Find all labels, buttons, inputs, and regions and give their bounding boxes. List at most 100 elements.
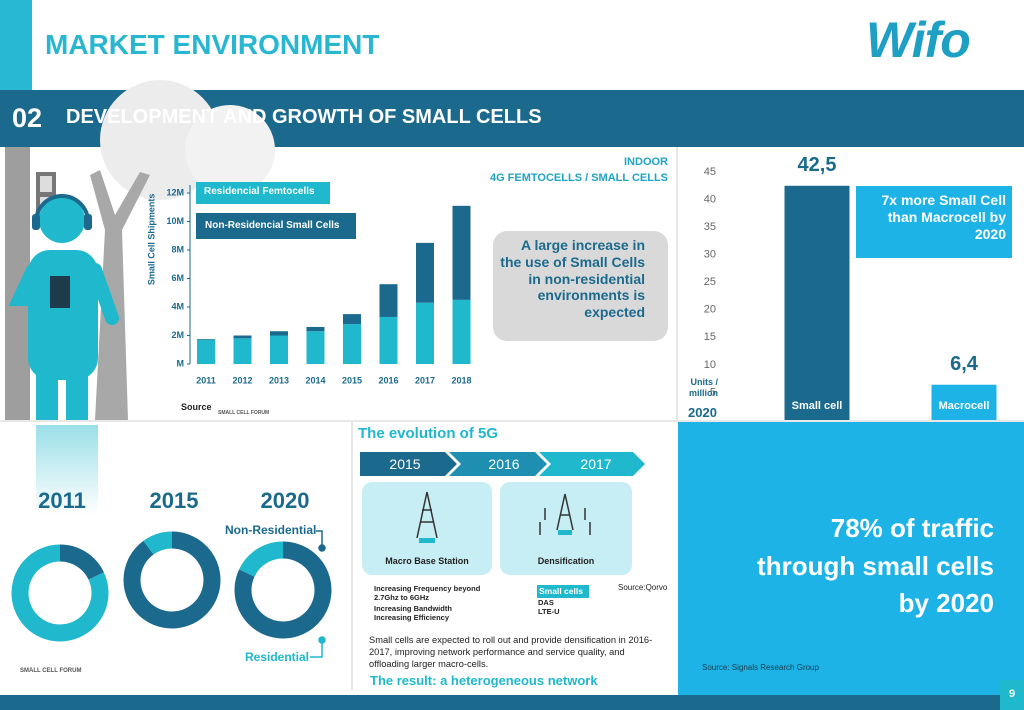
y-axis-label: Small Cell Shipments xyxy=(146,193,157,286)
chart-subtitle: 4G FEMTOCELLS / SMALL CELLS xyxy=(489,172,668,184)
stage-box xyxy=(500,482,632,575)
bar-segment xyxy=(233,338,252,364)
legend-connectors xyxy=(310,530,326,658)
year-label: 2011 xyxy=(38,488,86,513)
page-number-box xyxy=(1000,680,1024,710)
feature-highlight xyxy=(537,585,589,598)
bar-segment xyxy=(306,326,325,332)
bar-segment xyxy=(343,324,361,364)
bar-segment xyxy=(233,335,252,339)
legend-label: Non-Residencial Small Cells xyxy=(205,220,340,231)
section-number: 02 xyxy=(12,103,43,133)
annotation-box xyxy=(856,186,1012,258)
x-axis-label: 2020 xyxy=(688,405,717,420)
y-tick-label: 10 xyxy=(704,359,716,371)
bar xyxy=(931,384,997,420)
x-tick-label: 2015 xyxy=(342,375,362,385)
bar-segment xyxy=(306,331,325,364)
callout-text: A large increase in the use of Small Cel… xyxy=(500,237,645,321)
source: Source: Signals Research Group xyxy=(702,663,819,672)
timeline-label: 2015 xyxy=(389,456,421,472)
y-tick-label: M xyxy=(177,358,185,368)
header-accent xyxy=(0,0,32,90)
y-tick-label: 45 xyxy=(704,166,716,178)
value-label: 6,4 xyxy=(950,353,979,375)
y-tick-label: 10M xyxy=(166,216,184,226)
bar-segment xyxy=(416,242,434,303)
source: SMALL CELL FORUM xyxy=(20,668,82,674)
section-title: DEVELOPMENT AND GROWTH OF SMALL CELLS xyxy=(66,106,542,128)
callout-box xyxy=(493,231,668,341)
bar xyxy=(784,185,850,420)
logo: Wifo xyxy=(866,12,971,68)
bar-segment xyxy=(452,205,471,300)
timeline-label: 2016 xyxy=(488,456,520,472)
source-label: Source xyxy=(181,402,212,412)
evolution-title: The evolution of 5G xyxy=(358,425,499,442)
description: Small cells are expected to roll out and… xyxy=(369,635,653,670)
densification-icon xyxy=(539,493,591,535)
legend-label: Residential xyxy=(245,650,310,664)
x-tick-label: 2016 xyxy=(378,375,398,385)
annotation-text: 7x more Small Cell than Macrocell by 202… xyxy=(881,192,1006,242)
highlight-text: 78% of traffic through small cells by 20… xyxy=(757,513,994,619)
tower-icon xyxy=(416,491,438,543)
legend-label: Residencial Femtocells xyxy=(204,186,315,197)
year-label: 2020 xyxy=(261,488,310,513)
bar-segment xyxy=(197,339,215,340)
feature: Small cells xyxy=(539,586,583,596)
feature: Increasing Bandwidth xyxy=(374,604,452,613)
stage-label: Macro Base Station xyxy=(385,556,469,566)
highlight-panel xyxy=(678,422,1024,695)
y-axis-label: Units / million xyxy=(689,377,718,398)
x-tick-label: 2011 xyxy=(196,375,216,385)
y-tick-label: 8M xyxy=(171,244,184,254)
x-tick-label: 2017 xyxy=(415,375,435,385)
donut-segment xyxy=(59,544,104,581)
x-tick-label: 2013 xyxy=(269,375,289,385)
x-tick-label: 2014 xyxy=(305,375,325,385)
stage-label: Densification xyxy=(537,556,595,566)
value-label: 42,5 xyxy=(798,154,837,176)
timeline-arrows xyxy=(360,452,645,476)
source: SMALL CELL FORUM xyxy=(218,410,270,416)
category-label: Macrocell xyxy=(939,400,990,412)
illustration xyxy=(5,80,275,515)
y-tick-label: 35 xyxy=(704,221,716,233)
y-tick-label: 30 xyxy=(704,249,716,261)
bar-segment xyxy=(270,331,288,336)
result: The result: a heterogeneous network xyxy=(370,673,598,688)
y-tick-label: 5 xyxy=(710,386,716,398)
donut-segment xyxy=(11,544,109,642)
legend-swatch xyxy=(196,213,356,239)
y-tick-label: 15 xyxy=(704,331,716,343)
bar-segment xyxy=(270,335,288,364)
bar-segment xyxy=(416,302,434,364)
y-tick-label: 2M xyxy=(171,330,184,340)
feature: Increasing Frequency beyond 2.7Ghz to 6G… xyxy=(374,584,481,602)
donut-segment xyxy=(239,541,284,578)
bar-segment xyxy=(197,339,215,364)
y-tick-label: 20 xyxy=(704,304,716,316)
chart-title: INDOOR xyxy=(624,156,668,168)
y-tick-label: 6M xyxy=(171,273,184,283)
page-number: 9 xyxy=(1008,688,1016,700)
donut-segment xyxy=(234,541,332,639)
timeline-label: 2017 xyxy=(580,456,612,472)
feature: LTE-U xyxy=(538,607,560,616)
category-label: Small cell xyxy=(792,400,843,412)
page-title: MARKET ENVIRONMENT xyxy=(45,29,380,60)
legend-label: Non-Residential xyxy=(225,523,317,537)
legend-swatch xyxy=(196,182,330,204)
bar-segment xyxy=(452,299,471,364)
bar-segment xyxy=(343,314,361,325)
feature: DAS xyxy=(538,598,554,607)
source: Source:Qorvo xyxy=(618,583,668,592)
x-tick-label: 2018 xyxy=(451,375,471,385)
donut-segment xyxy=(143,531,173,555)
bar-segment xyxy=(379,284,398,317)
year-label: 2015 xyxy=(150,488,199,513)
y-tick-label: 4M xyxy=(171,301,184,311)
